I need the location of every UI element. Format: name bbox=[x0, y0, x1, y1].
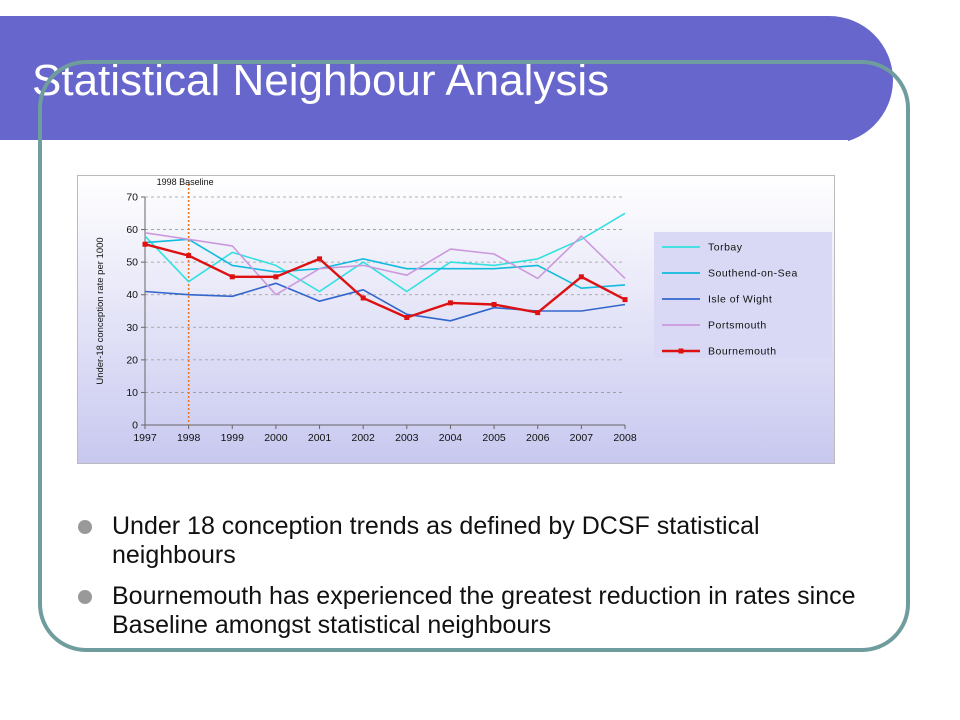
data-point-bournemouth bbox=[404, 315, 410, 321]
data-point-bournemouth bbox=[142, 241, 148, 247]
y-tick-label: 10 bbox=[126, 387, 138, 399]
y-axis-label: Under-18 conception rate per 1000 bbox=[95, 237, 106, 384]
y-tick-label: 20 bbox=[126, 354, 138, 366]
y-tick-label: 0 bbox=[132, 420, 138, 432]
series-line-portsmouth bbox=[144, 232, 626, 296]
bullet-item: Bournemouth has experienced the greatest… bbox=[78, 582, 878, 640]
bullet-text: Bournemouth has experienced the greatest… bbox=[112, 582, 856, 639]
x-tick-label: 2006 bbox=[526, 432, 550, 444]
data-point-bournemouth bbox=[622, 297, 628, 303]
legend-label-bournemouth: Bournemouth bbox=[708, 346, 777, 358]
series-line-bournemouth bbox=[144, 243, 626, 319]
data-point-bournemouth bbox=[447, 300, 453, 306]
legend-box bbox=[654, 232, 832, 358]
series-line-southend-on-sea bbox=[144, 238, 626, 289]
x-tick-label: 2001 bbox=[308, 432, 332, 444]
line-chart: 0 10 20 30 40 50 60 70 1997 1998 1999 2000 2001 2002 2… bbox=[77, 175, 835, 464]
x-tick-label: 2003 bbox=[395, 432, 419, 444]
x-tick-label: 1999 bbox=[221, 432, 245, 444]
baseline-label: 1998 Baseline bbox=[157, 177, 214, 187]
slide-frame bbox=[38, 60, 910, 652]
legend-marker-bournemouth bbox=[678, 348, 684, 354]
x-tick-label: 2007 bbox=[570, 432, 594, 444]
data-point-bournemouth bbox=[273, 274, 279, 280]
x-tick-label: 2000 bbox=[264, 432, 288, 444]
x-tick-label: 2004 bbox=[439, 432, 463, 444]
series-line-isle-of-wight bbox=[144, 282, 626, 322]
slide-title: Statistical Neighbour Analysis bbox=[32, 56, 610, 105]
data-point-bournemouth bbox=[578, 274, 584, 280]
legend-label-torbay: Torbay bbox=[708, 242, 743, 254]
bullet-list: Under 18 conception trends as defined by… bbox=[78, 512, 878, 652]
bullet-dot-icon bbox=[78, 590, 92, 604]
x-tick-label: 1998 bbox=[177, 432, 201, 444]
x-tick-label: 2008 bbox=[613, 432, 637, 444]
y-tick-label: 40 bbox=[126, 289, 138, 301]
legend-label-isle-of-wight: Isle of Wight bbox=[708, 294, 772, 306]
title-bar: Statistical Neighbour Analysis bbox=[0, 16, 893, 144]
chart-container: 0 10 20 30 40 50 60 70 1997 1998 1999 2000 2001 2002 2… bbox=[77, 175, 835, 464]
data-point-bournemouth bbox=[186, 253, 192, 259]
y-tick-label: 60 bbox=[126, 224, 138, 236]
x-tick-label: 1997 bbox=[133, 432, 157, 444]
x-tick-label: 2002 bbox=[352, 432, 376, 444]
data-point-bournemouth bbox=[229, 274, 235, 280]
title-underline bbox=[0, 140, 848, 144]
series-line-torbay bbox=[144, 212, 626, 293]
bullet-text: Under 18 conception trends as defined by… bbox=[112, 512, 760, 569]
x-tick-label: 2005 bbox=[482, 432, 506, 444]
data-point-bournemouth bbox=[491, 301, 497, 307]
data-point-bournemouth bbox=[317, 256, 323, 262]
data-point-bournemouth bbox=[360, 295, 366, 301]
legend-label-southend-on-sea: Southend-on-Sea bbox=[708, 268, 798, 280]
legend-label-portsmouth: Portsmouth bbox=[708, 320, 767, 332]
y-tick-label: 30 bbox=[126, 322, 138, 334]
y-tick-label: 70 bbox=[126, 192, 138, 204]
y-tick-label: 50 bbox=[126, 257, 138, 269]
bullet-item: Under 18 conception trends as defined by… bbox=[78, 512, 878, 570]
data-point-bournemouth bbox=[535, 310, 541, 316]
bullet-dot-icon bbox=[78, 520, 92, 534]
